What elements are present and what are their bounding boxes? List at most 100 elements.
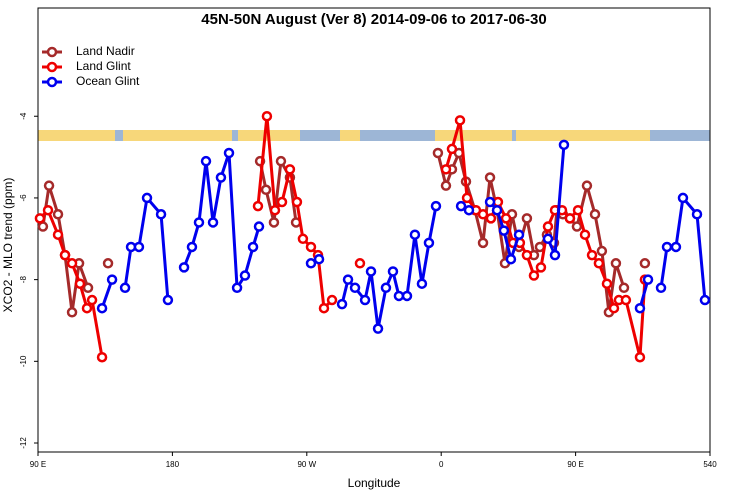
- point: [305, 241, 317, 253]
- point: [564, 213, 576, 224]
- legend-marker: [46, 46, 58, 58]
- point: [416, 278, 428, 289]
- point: [432, 147, 444, 159]
- point: [535, 262, 547, 273]
- legend-label: Land Glint: [76, 59, 131, 73]
- point: [326, 294, 338, 306]
- point: [81, 302, 93, 314]
- x-tick-label: 90 E: [567, 460, 583, 469]
- point: [43, 180, 55, 191]
- x-tick-label: 540: [703, 460, 717, 469]
- point: [505, 253, 517, 265]
- series: [96, 139, 711, 334]
- point: [66, 307, 78, 318]
- x-axis-label: Longitude: [348, 476, 401, 490]
- point: [608, 302, 620, 314]
- point: [247, 241, 259, 253]
- point: [223, 147, 235, 159]
- point: [261, 110, 273, 122]
- point: [269, 204, 281, 216]
- point: [119, 282, 131, 294]
- point: [37, 221, 49, 232]
- point: [521, 213, 533, 224]
- point: [162, 294, 174, 306]
- land-mask-strip: [38, 130, 710, 141]
- point: [401, 290, 413, 302]
- point: [430, 200, 442, 212]
- point: [581, 180, 593, 191]
- point: [409, 229, 421, 240]
- point: [284, 164, 296, 175]
- point: [275, 155, 287, 167]
- point: [260, 184, 272, 196]
- point: [572, 204, 584, 216]
- point: [96, 302, 108, 314]
- legend-label: Land Nadir: [76, 44, 135, 58]
- point: [207, 217, 219, 228]
- x-tick-label: 0: [439, 460, 444, 469]
- point: [423, 237, 435, 249]
- legend-marker: [46, 61, 58, 73]
- point: [642, 274, 654, 285]
- point: [620, 294, 632, 306]
- point: [655, 282, 667, 294]
- point: [82, 282, 94, 294]
- x-tick-label: 90 W: [297, 460, 316, 469]
- y-tick-label: -10: [19, 355, 28, 367]
- point: [571, 221, 583, 232]
- y-axis-label: XCO2 - MLO trend (ppm): [1, 178, 15, 313]
- point: [484, 172, 496, 183]
- x-tick-label: 180: [166, 460, 180, 469]
- point: [291, 196, 303, 208]
- point: [215, 172, 227, 183]
- point: [305, 258, 317, 269]
- point: [200, 155, 212, 167]
- point: [318, 302, 330, 314]
- point: [141, 192, 153, 204]
- point: [699, 294, 711, 306]
- point: [313, 253, 325, 265]
- point: [59, 249, 71, 261]
- point: [349, 282, 361, 294]
- point: [528, 270, 540, 281]
- point: [513, 229, 525, 240]
- x-tick-label: 90 E: [30, 460, 46, 469]
- point: [252, 200, 264, 212]
- point: [268, 217, 280, 228]
- point: [276, 196, 288, 208]
- point: [498, 225, 510, 236]
- point: [52, 209, 64, 220]
- point: [542, 233, 554, 245]
- point: [96, 351, 108, 363]
- point: [677, 192, 689, 204]
- point: [231, 282, 243, 294]
- point: [661, 241, 673, 253]
- point: [491, 204, 503, 216]
- point: [336, 298, 348, 310]
- y-tick-label: -12: [19, 437, 28, 449]
- point: [521, 249, 533, 261]
- legend-label: Ocean Glint: [76, 74, 140, 88]
- point: [372, 323, 384, 334]
- point: [239, 270, 251, 281]
- point: [440, 164, 452, 175]
- point: [589, 209, 601, 220]
- point: [365, 266, 377, 277]
- point: [558, 139, 570, 151]
- point: [484, 196, 496, 208]
- series-line: [43, 153, 645, 312]
- point: [601, 278, 613, 289]
- point: [186, 241, 198, 253]
- point: [133, 241, 145, 253]
- point: [477, 237, 489, 249]
- point: [593, 258, 605, 269]
- point: [155, 209, 167, 220]
- point: [34, 213, 46, 224]
- point: [106, 274, 118, 285]
- point: [380, 282, 392, 294]
- point: [634, 351, 646, 363]
- point: [253, 221, 265, 232]
- plot-frame: [37, 7, 711, 453]
- point: [549, 249, 561, 261]
